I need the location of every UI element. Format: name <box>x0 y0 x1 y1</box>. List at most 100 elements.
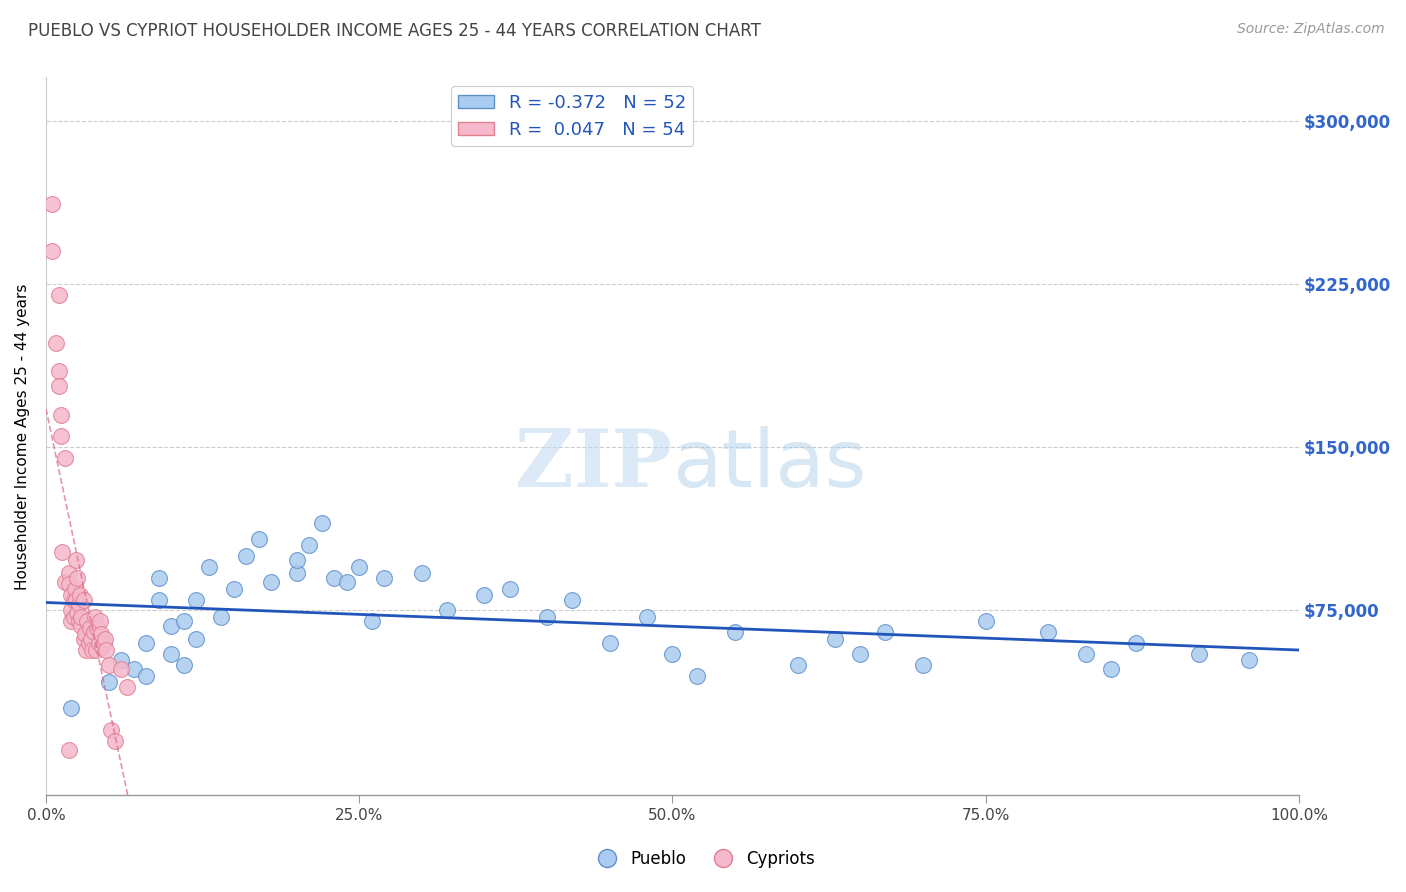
Point <box>41 244 63 259</box>
Point <box>70 610 93 624</box>
Point <box>686 668 709 682</box>
Point <box>58 566 80 581</box>
Point <box>53 575 76 590</box>
Point <box>498 582 520 596</box>
Point <box>135 668 157 682</box>
Point <box>198 560 221 574</box>
Point <box>97 675 120 690</box>
Text: Source: ZipAtlas.com: Source: ZipAtlas.com <box>1237 22 1385 37</box>
Point <box>69 588 91 602</box>
Point <box>83 625 105 640</box>
Point <box>336 575 359 590</box>
Point <box>360 614 382 628</box>
Point <box>93 636 115 650</box>
Point <box>60 588 83 602</box>
Point <box>66 571 89 585</box>
Point <box>67 614 90 628</box>
Point <box>72 592 94 607</box>
Point <box>974 614 997 628</box>
Point <box>48 379 70 393</box>
Point <box>100 723 122 737</box>
Point <box>70 618 93 632</box>
Point <box>48 364 70 378</box>
Point <box>110 662 132 676</box>
Point <box>117 680 139 694</box>
Point <box>160 618 183 632</box>
Point <box>87 636 110 650</box>
Point <box>1188 647 1211 661</box>
Point <box>49 408 72 422</box>
Point <box>373 571 395 585</box>
Point <box>599 636 621 650</box>
Point <box>48 288 70 302</box>
Point <box>94 632 117 646</box>
Point <box>76 614 98 628</box>
Point <box>1038 625 1060 640</box>
Point <box>436 603 458 617</box>
Point <box>89 614 111 628</box>
Point <box>91 640 114 655</box>
Point <box>536 610 558 624</box>
Point <box>260 575 283 590</box>
Text: PUEBLO VS CYPRIOT HOUSEHOLDER INCOME AGES 25 - 44 YEARS CORRELATION CHART: PUEBLO VS CYPRIOT HOUSEHOLDER INCOME AGE… <box>28 22 761 40</box>
Point <box>73 627 96 641</box>
Point <box>323 571 346 585</box>
Point <box>1099 662 1122 676</box>
Point <box>222 582 245 596</box>
Point <box>173 614 195 628</box>
Point <box>186 632 208 646</box>
Point <box>49 429 72 443</box>
Point <box>65 592 87 607</box>
Point <box>1125 636 1147 650</box>
Point <box>53 451 76 466</box>
Point <box>285 566 308 581</box>
Point <box>347 560 370 574</box>
Point <box>67 597 90 611</box>
Point <box>824 632 846 646</box>
Point <box>298 538 321 552</box>
Point <box>160 647 183 661</box>
Point <box>97 657 120 672</box>
Point <box>849 647 872 661</box>
Point <box>86 621 108 635</box>
Point <box>62 610 84 624</box>
Text: atlas: atlas <box>672 426 868 504</box>
Point <box>474 588 496 602</box>
Point <box>60 614 83 628</box>
Point <box>65 553 87 567</box>
Legend: Pueblo, Cypriots: Pueblo, Cypriots <box>583 844 823 875</box>
Point <box>82 642 104 657</box>
Point <box>186 592 208 607</box>
Point <box>80 632 103 646</box>
Point <box>60 603 83 617</box>
Point <box>247 532 270 546</box>
Point <box>41 196 63 211</box>
Point <box>66 606 89 620</box>
Point <box>63 582 86 596</box>
Point <box>62 592 84 607</box>
Point <box>636 610 658 624</box>
Point <box>58 742 80 756</box>
Point <box>786 657 808 672</box>
Point <box>104 734 127 748</box>
Point <box>875 625 897 640</box>
Point <box>135 636 157 650</box>
Y-axis label: Householder Income Ages 25 - 44 years: Householder Income Ages 25 - 44 years <box>15 283 30 590</box>
Point <box>75 642 97 657</box>
Point <box>60 701 83 715</box>
Point <box>84 642 107 657</box>
Point <box>661 647 683 661</box>
Point <box>122 662 145 676</box>
Point <box>77 636 100 650</box>
Point <box>285 553 308 567</box>
Text: ZIP: ZIP <box>516 426 672 504</box>
Point <box>311 516 333 531</box>
Point <box>148 592 170 607</box>
Point <box>411 566 433 581</box>
Point <box>110 653 132 667</box>
Point <box>148 571 170 585</box>
Point <box>209 610 232 624</box>
Point <box>724 625 747 640</box>
Point <box>83 610 105 624</box>
Legend: R = -0.372   N = 52, R =  0.047   N = 54: R = -0.372 N = 52, R = 0.047 N = 54 <box>451 87 693 146</box>
